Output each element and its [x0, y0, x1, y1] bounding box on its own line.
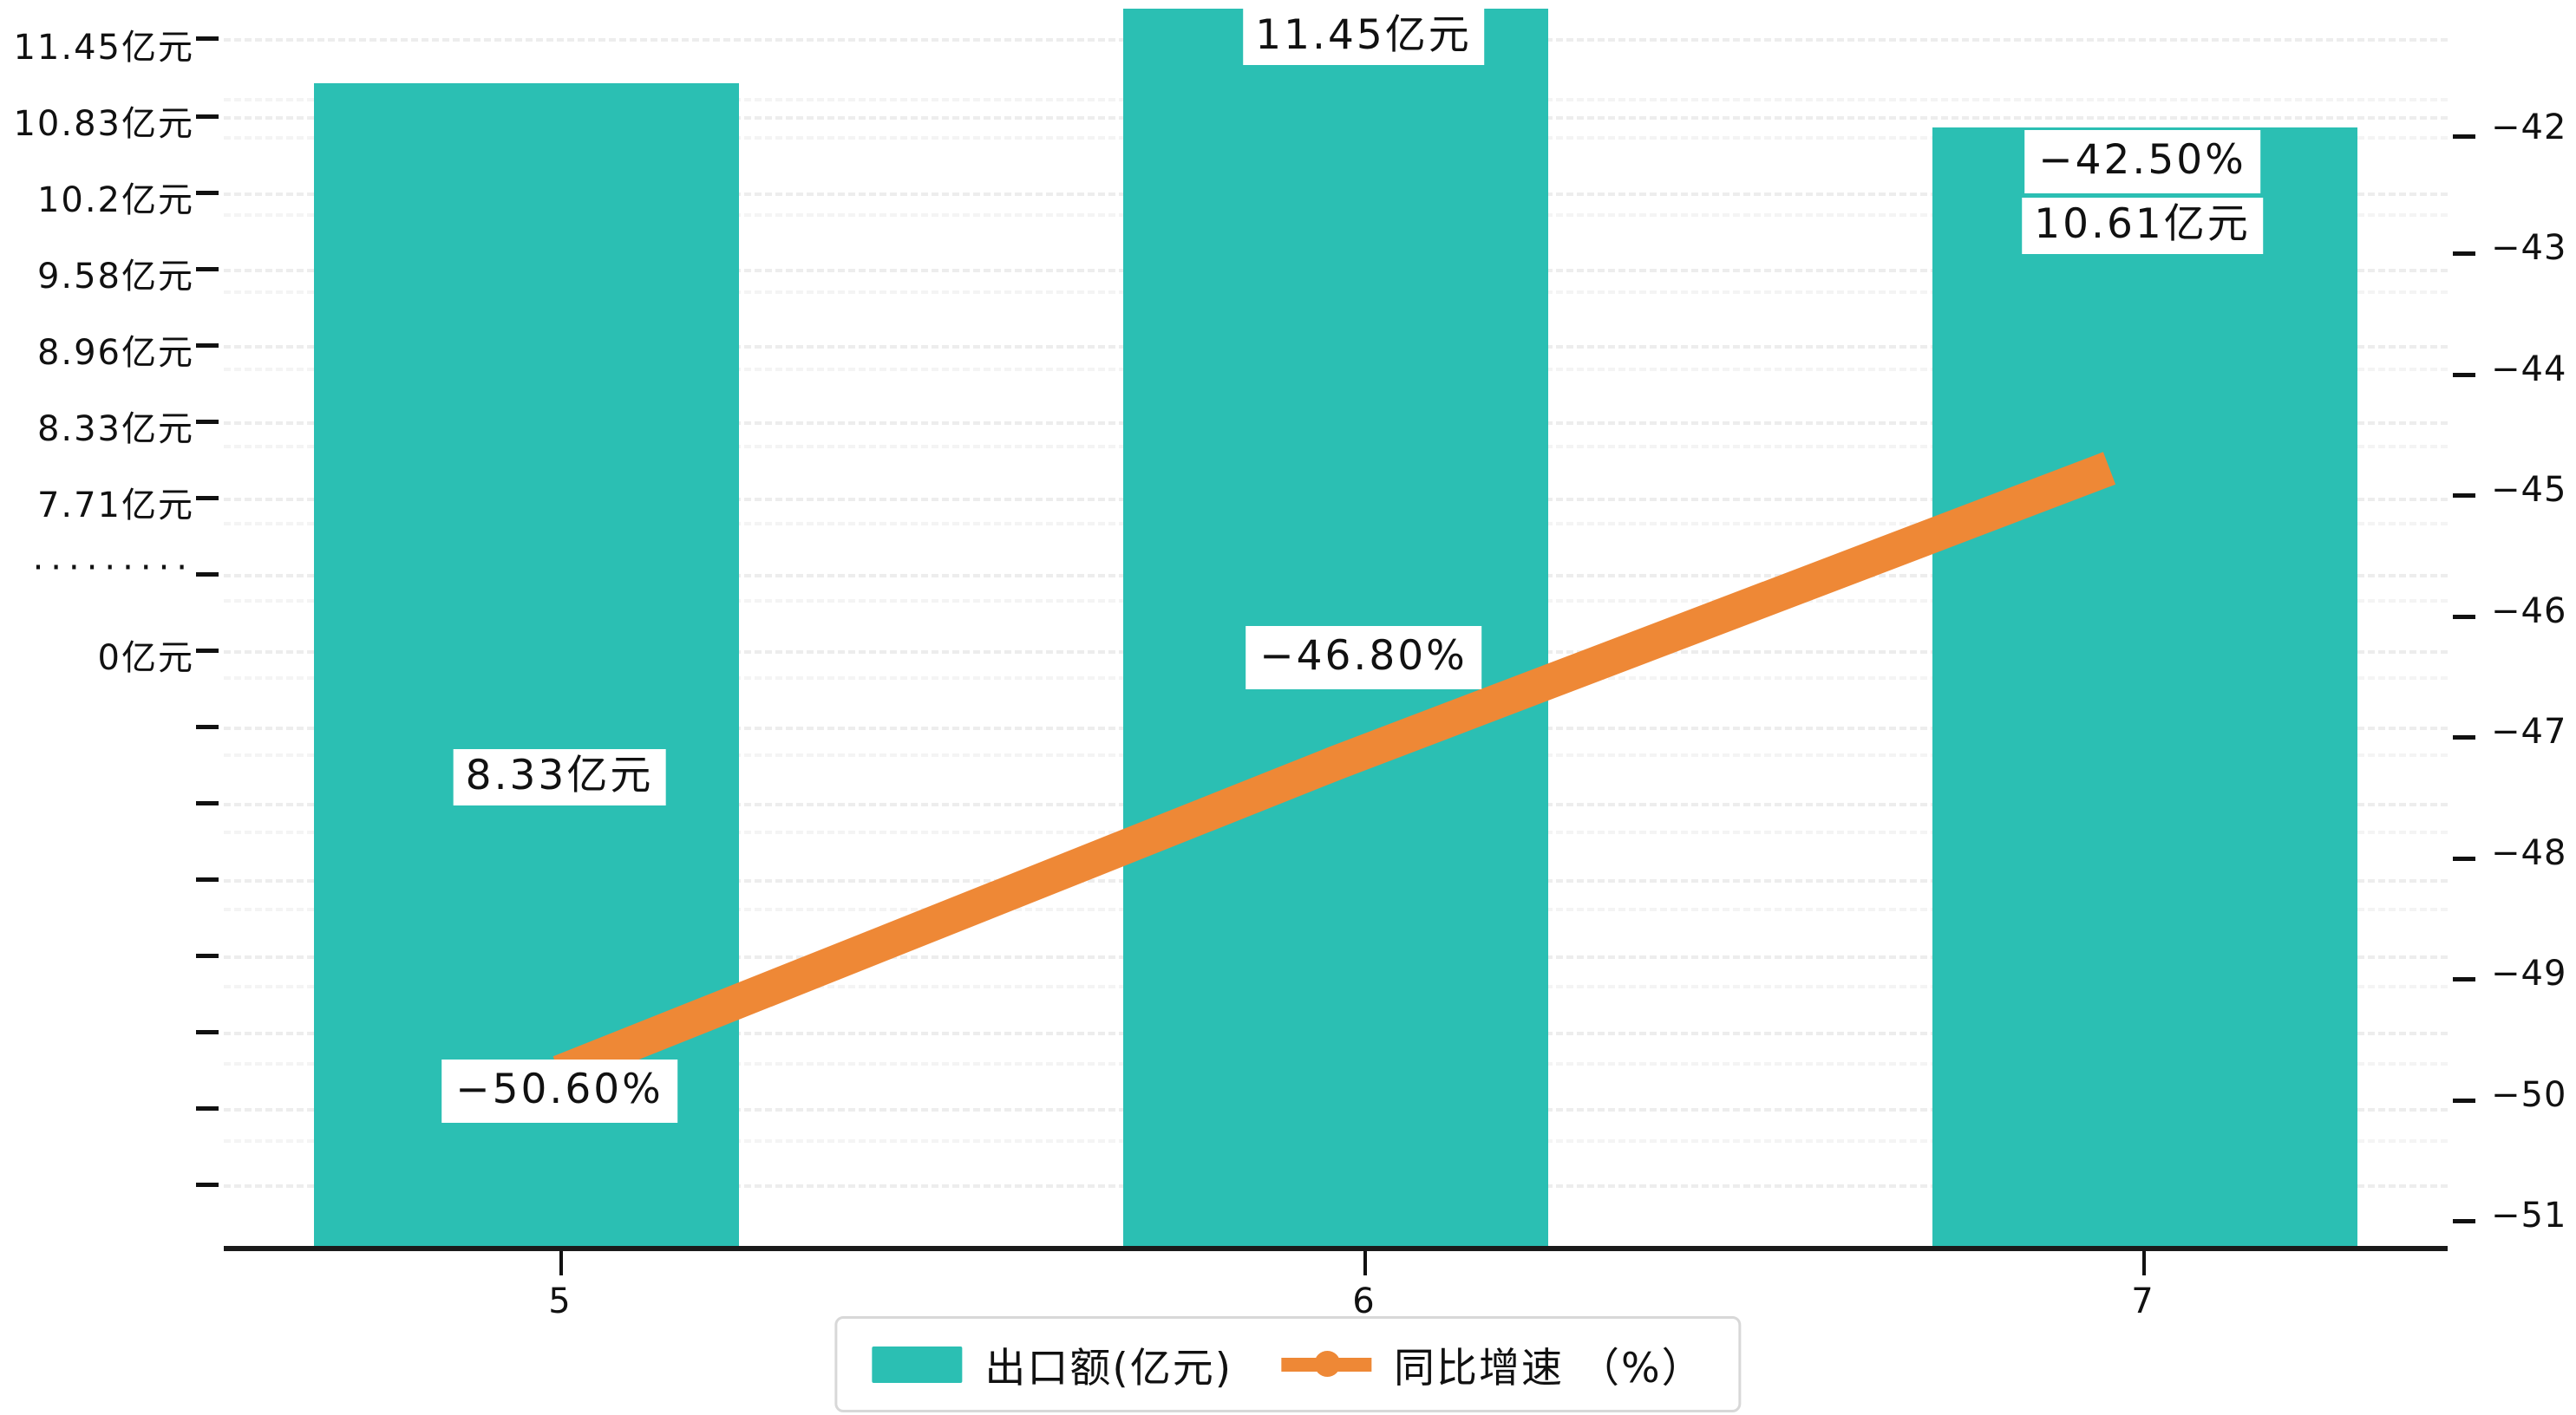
bar-value-label-6: 11.45亿元	[1243, 9, 1484, 66]
y-tick-left	[196, 954, 219, 958]
y-tick-left	[196, 1183, 219, 1187]
y-tick-right	[2453, 251, 2475, 256]
y-axis-left-label: 10.83亿元	[13, 104, 194, 144]
y-tick-left	[196, 801, 219, 805]
legend-label-yoy-growth: 同比增速 （%）	[1394, 1345, 1704, 1392]
y-axis-left-label: 9.58亿元	[36, 257, 194, 297]
line-swatch-marker	[1314, 1350, 1341, 1377]
y-tick-right	[2453, 615, 2475, 619]
y-tick-left	[196, 343, 219, 348]
line-value-label-5: −50.60%	[441, 1060, 677, 1124]
y-axis-left-label: 7.71亿元	[36, 486, 194, 525]
y-axis-left-label: 11.45亿元	[13, 28, 194, 68]
y-tick-right	[2453, 977, 2475, 981]
y-tick-right	[2453, 735, 2475, 740]
bar-value-label-5: 8.33亿元	[453, 749, 666, 806]
y-axis-left-label: 0亿元	[97, 638, 194, 678]
y-axis-right-label: −44	[2491, 349, 2567, 389]
bar-value-label-7: 10.61亿元	[2022, 198, 2263, 255]
y-tick-right	[2453, 1099, 2475, 1103]
x-axis-label-5: 5	[548, 1281, 571, 1321]
y-tick-left	[196, 36, 219, 41]
legend-label-export-amount: 出口额(亿元)	[984, 1345, 1233, 1392]
y-tick-left	[196, 267, 219, 271]
y-axis-left-label: 8.33亿元	[36, 409, 194, 449]
y-axis-right-label: −45	[2491, 470, 2567, 510]
y-axis-break-label: ·········	[32, 548, 194, 588]
x-tick	[1363, 1251, 1367, 1275]
chart-legend: 出口额(亿元) 同比增速 （%）	[834, 1316, 1742, 1412]
bar-swatch-icon	[872, 1346, 963, 1383]
y-axis-right-label: −48	[2491, 833, 2567, 873]
y-tick-right	[2453, 493, 2475, 498]
y-axis-right-label: −49	[2491, 954, 2567, 994]
y-tick-left	[196, 191, 219, 195]
y-tick-left	[196, 725, 219, 729]
y-tick-right	[2453, 857, 2475, 861]
x-axis-label-6: 6	[1352, 1281, 1375, 1321]
y-tick-left	[196, 420, 219, 424]
y-tick-left	[196, 1106, 219, 1111]
y-axis-right-label: −42	[2491, 108, 2567, 147]
y-tick-right	[2453, 1219, 2475, 1223]
y-axis-right-label: −43	[2491, 228, 2567, 268]
x-tick	[2142, 1251, 2146, 1275]
line-value-label-6: −46.80%	[1246, 626, 1481, 690]
line-swatch-icon	[1281, 1347, 1372, 1383]
y-tick-left	[196, 114, 219, 119]
y-tick-right	[2453, 373, 2475, 377]
y-axis-right-label: −51	[2491, 1196, 2567, 1236]
y-axis-right-label: −50	[2491, 1075, 2567, 1115]
y-tick-right	[2453, 134, 2475, 139]
y-tick-left	[196, 1030, 219, 1034]
bar-category-7[interactable]	[1932, 127, 2357, 1246]
y-tick-left	[196, 572, 219, 577]
y-tick-left	[196, 877, 219, 882]
legend-item-yoy-growth[interactable]: 同比增速 （%）	[1281, 1334, 1704, 1394]
x-tick	[559, 1251, 563, 1275]
legend-item-export-amount[interactable]: 出口额(亿元)	[872, 1334, 1232, 1394]
y-axis-left-label: 10.2亿元	[36, 180, 194, 220]
y-tick-left	[196, 496, 219, 500]
y-axis-left-label: 8.96亿元	[36, 333, 194, 373]
y-axis-right-label: −47	[2491, 712, 2567, 752]
y-axis-right-label: −46	[2491, 591, 2567, 631]
x-axis-line	[224, 1246, 2448, 1251]
line-value-label-7: −42.50%	[2024, 130, 2260, 194]
x-axis-label-7: 7	[2131, 1281, 2154, 1321]
y-tick-left	[196, 649, 219, 653]
